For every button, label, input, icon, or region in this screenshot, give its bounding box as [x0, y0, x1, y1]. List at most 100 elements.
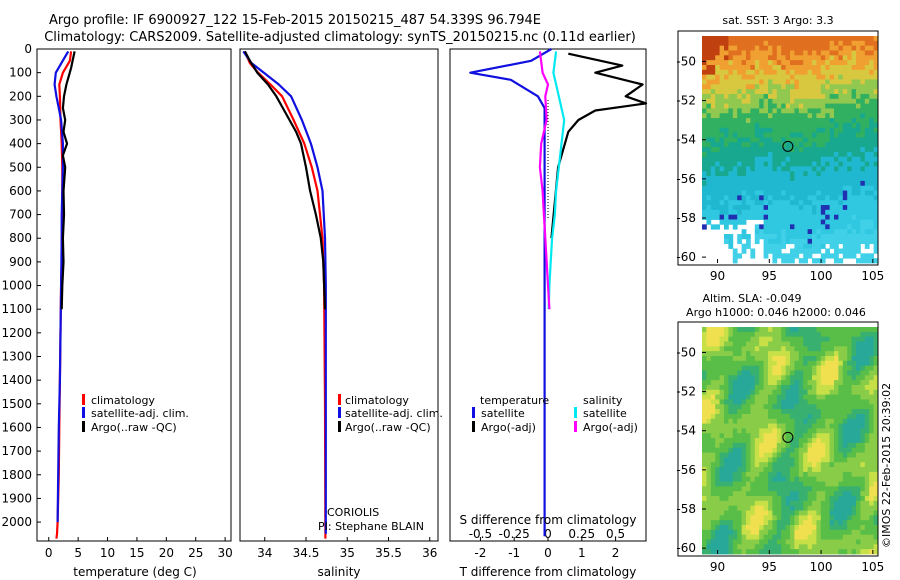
sla-cell	[763, 336, 769, 342]
sla-cell	[741, 549, 747, 555]
sla-cell	[741, 404, 747, 410]
sla-cell	[856, 447, 861, 453]
sla-cell	[702, 544, 707, 550]
sst-cell	[838, 64, 844, 71]
sst-cell	[869, 142, 874, 148]
s-diff-x-tick-label: 0	[544, 527, 552, 541]
sla-cell	[746, 355, 751, 362]
sst-cell	[754, 156, 760, 162]
sla-cell	[746, 462, 751, 468]
sla-cell	[754, 510, 760, 516]
sst-cell	[847, 243, 852, 249]
sla-cell	[724, 418, 729, 424]
sst-cell	[851, 36, 857, 42]
sla-cell	[816, 418, 822, 424]
sla-cell	[737, 365, 742, 371]
sst-cell	[732, 36, 738, 42]
sla-cell	[741, 413, 747, 420]
sla-cell	[763, 394, 769, 400]
sla-cell	[759, 365, 764, 371]
sst-cell	[772, 234, 778, 240]
sla-cell	[869, 457, 874, 463]
sst-cell	[842, 151, 848, 158]
sla-cell	[812, 423, 817, 429]
sst-cell	[834, 40, 839, 47]
sst-cell	[864, 195, 870, 201]
sla-cell	[715, 418, 720, 424]
sla-cell	[776, 525, 782, 531]
sla-cell	[776, 360, 782, 367]
sst-cell	[864, 214, 870, 220]
sst-cell	[750, 200, 756, 206]
sla-cell	[816, 423, 822, 429]
sst-cell	[710, 137, 716, 143]
sst-cell	[873, 185, 879, 191]
sla-cell	[768, 452, 773, 458]
sst-cell	[820, 176, 826, 182]
sst-cell	[825, 151, 830, 158]
sla-cell	[759, 496, 764, 502]
sst-cell	[710, 209, 716, 216]
sla-cell	[847, 389, 852, 396]
sst-cell	[710, 151, 716, 158]
sla-cell	[732, 394, 738, 400]
sla-cell	[864, 500, 870, 507]
sla-cell	[869, 360, 874, 367]
sst-cell	[741, 79, 747, 85]
sla-cell	[807, 486, 813, 492]
sst-cell	[794, 137, 800, 143]
sla-cell	[834, 467, 839, 473]
sla-cell	[873, 351, 879, 357]
sst-cell	[776, 176, 782, 182]
sst-cell	[715, 45, 720, 51]
sla-cell	[763, 413, 769, 420]
sla-cell	[864, 529, 870, 536]
sst-cell	[750, 55, 756, 61]
sla-cell	[759, 341, 764, 347]
sla-cell	[873, 370, 879, 376]
sst-cell	[754, 166, 760, 172]
sst-cell	[834, 118, 839, 124]
sst-cell	[825, 60, 830, 66]
sst-cell	[754, 195, 760, 201]
sst-cell	[803, 214, 808, 220]
sst-cell	[860, 200, 866, 206]
sla-cell	[825, 486, 830, 492]
sst-cell	[812, 161, 817, 167]
sst-cell	[816, 132, 822, 138]
sla-cell	[790, 481, 795, 487]
sst-cell	[812, 84, 817, 90]
sst-cell	[825, 79, 830, 85]
sla-cell	[724, 341, 729, 347]
sla-cell	[785, 418, 791, 424]
sst-cell	[829, 69, 835, 76]
sst-cell	[807, 209, 813, 216]
sla-cell	[864, 384, 870, 391]
sla-cell	[798, 423, 804, 429]
sst-cell	[724, 84, 729, 90]
sla-cell	[772, 481, 778, 487]
sla-cell	[763, 476, 769, 482]
sla-cell	[856, 380, 861, 386]
sla-cell	[715, 423, 720, 429]
sst-cell	[834, 113, 839, 119]
sst-cell	[772, 45, 778, 51]
sla-cell	[728, 471, 734, 478]
sst-cell	[772, 74, 778, 80]
sst-cell	[746, 98, 751, 105]
sst-cell	[812, 55, 817, 61]
sla-cell	[781, 481, 786, 487]
sla-cell	[741, 428, 747, 434]
sst-cell	[768, 209, 773, 216]
sla-cell	[781, 544, 786, 550]
sla-cell	[724, 491, 729, 497]
sst-cell	[798, 180, 804, 187]
sla-cell	[737, 433, 742, 439]
sla-cell	[785, 360, 791, 367]
sla-cell	[741, 351, 747, 357]
sst-cell	[754, 50, 760, 56]
sst-cell	[759, 127, 764, 133]
sst-cell	[794, 127, 800, 133]
sla-cell	[834, 384, 839, 391]
sla-cell	[869, 515, 874, 521]
